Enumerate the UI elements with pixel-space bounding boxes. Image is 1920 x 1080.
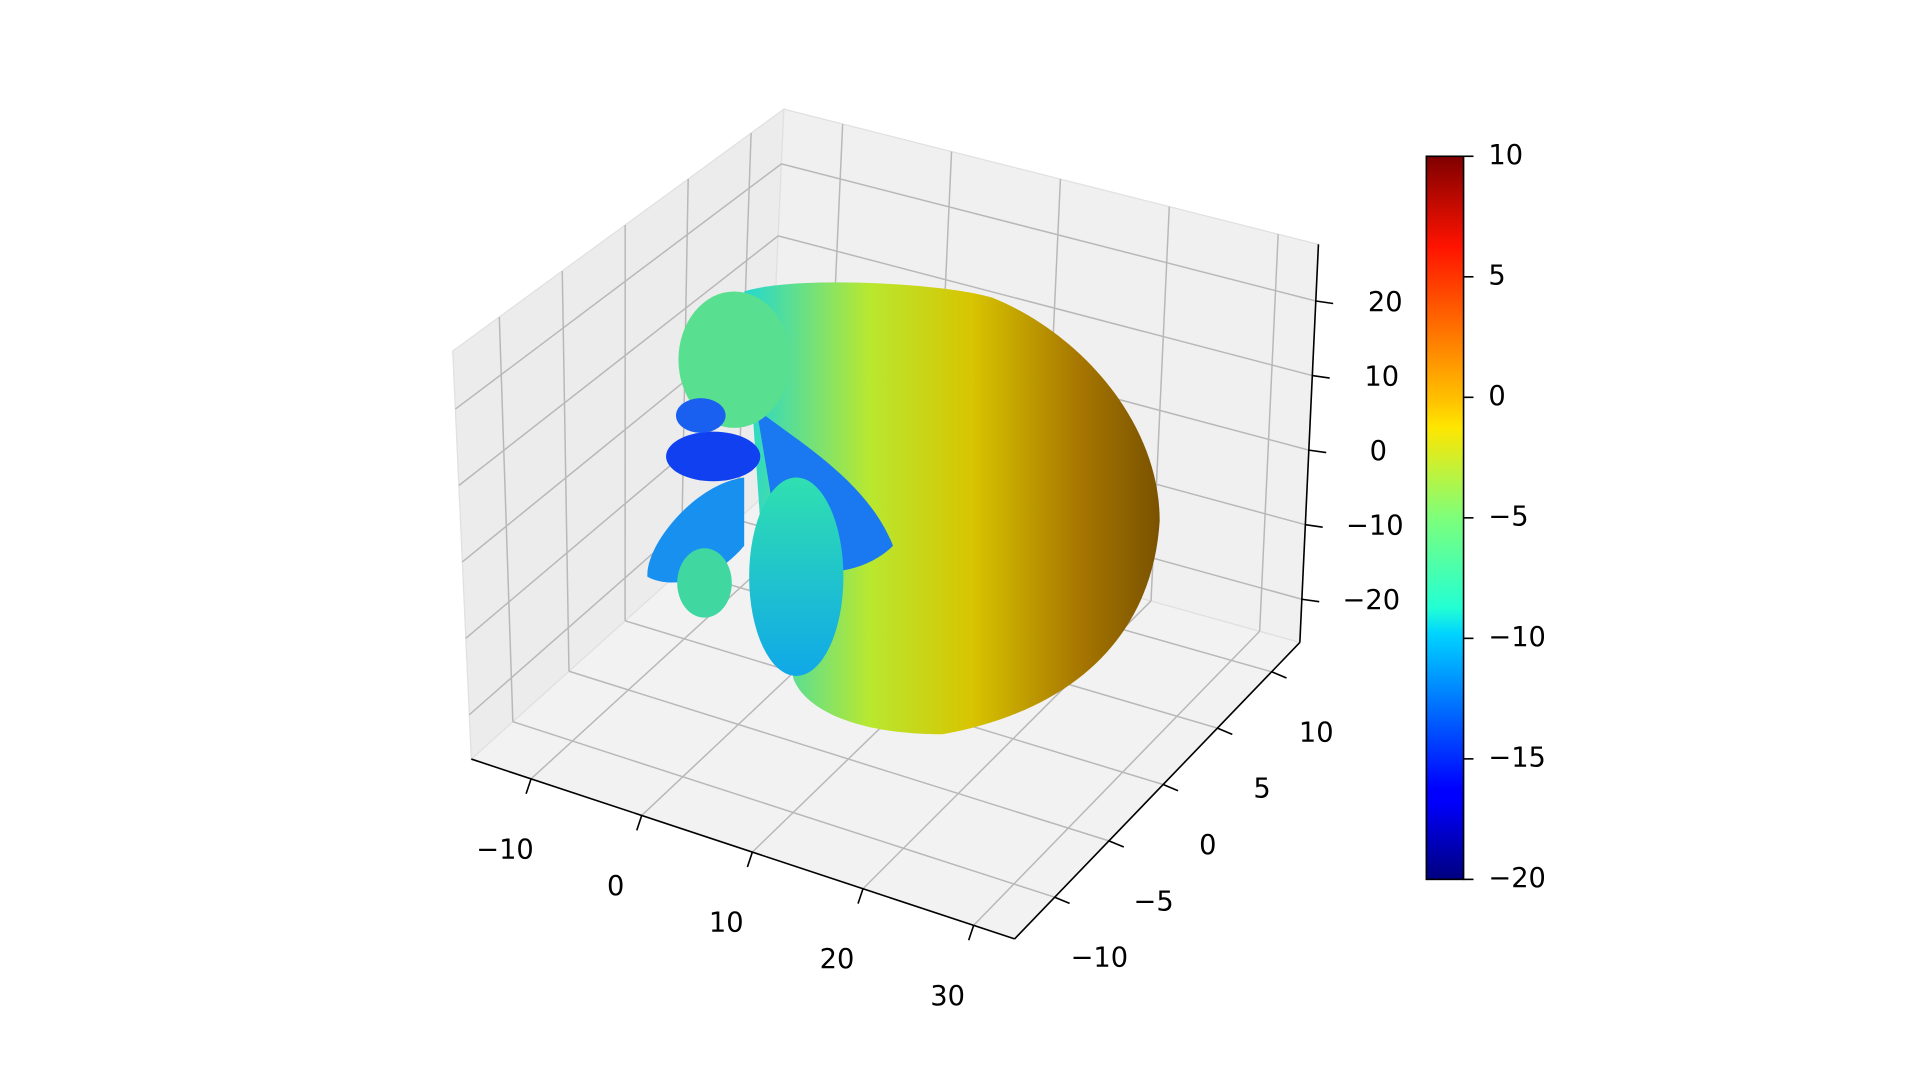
z-tick xyxy=(1308,449,1327,454)
grid-line xyxy=(498,316,514,722)
colorbar-tick-label: −15 xyxy=(1488,742,1546,773)
grid-line xyxy=(454,163,782,410)
y-tick xyxy=(1108,840,1125,848)
colorbar-tick-label: −10 xyxy=(1488,622,1546,653)
grid-line xyxy=(568,670,1110,842)
surface-lobe xyxy=(666,431,761,482)
x-tick-label: 10 xyxy=(709,908,744,939)
colorbar: −20 −15 −10 −5 0 5 10 xyxy=(1425,140,1546,894)
surface-lobe xyxy=(677,548,732,618)
y-tick xyxy=(1054,896,1070,905)
surface xyxy=(647,282,1160,735)
colorbar-tick-label: 5 xyxy=(1488,260,1505,291)
colorbar-tick-label: 0 xyxy=(1488,381,1505,412)
z-tick xyxy=(1301,598,1320,603)
z-tick xyxy=(1315,300,1334,305)
z-tick-label: −20 xyxy=(1343,585,1401,616)
colorbar-tick-label: −5 xyxy=(1488,501,1528,532)
x-tick xyxy=(746,851,754,868)
x-tick-label: 30 xyxy=(930,981,965,1012)
x-tick xyxy=(635,815,643,831)
z-axis-line xyxy=(1299,244,1320,643)
colorbar-tick-label: −20 xyxy=(1488,863,1546,894)
x-tick xyxy=(525,778,532,794)
z-tick-label: 20 xyxy=(1368,287,1403,318)
z-tick-label: 10 xyxy=(1364,362,1399,393)
grid-line xyxy=(458,235,779,487)
x-tick xyxy=(857,888,864,904)
y-axis-line xyxy=(1013,641,1301,940)
surface-lobe xyxy=(675,398,726,433)
colorbar-scale xyxy=(1425,155,1465,881)
z-tick xyxy=(1305,523,1323,528)
x-axis-line xyxy=(471,758,1015,940)
y-tick-label: −5 xyxy=(1133,886,1173,917)
grid-line xyxy=(777,235,1313,377)
y-tick-label: −10 xyxy=(1071,943,1129,974)
grid-line xyxy=(973,630,1261,926)
grid-line xyxy=(1258,234,1279,632)
y-tick xyxy=(1271,671,1287,679)
x-tick-label: 20 xyxy=(820,944,855,975)
grid-line xyxy=(781,163,1316,302)
surface-lobe xyxy=(678,291,791,428)
z-tick xyxy=(1312,374,1330,379)
y-tick-label: 10 xyxy=(1299,717,1334,748)
y-tick-label: 5 xyxy=(1253,774,1270,805)
x-tick xyxy=(967,925,975,941)
y-tick-label: 0 xyxy=(1199,830,1216,861)
grid-line xyxy=(512,721,1055,898)
colorbar-tick-label: 10 xyxy=(1488,140,1523,171)
surface-lobe xyxy=(749,477,844,676)
x-tick-label: 0 xyxy=(607,871,624,902)
z-tick-label: −10 xyxy=(1346,511,1404,542)
z-tick-label: 0 xyxy=(1370,436,1387,467)
x-tick-label: −10 xyxy=(476,834,534,865)
grid-line xyxy=(561,270,570,672)
y-tick xyxy=(1217,727,1233,736)
y-tick xyxy=(1162,783,1179,792)
surface-body xyxy=(744,282,1160,735)
